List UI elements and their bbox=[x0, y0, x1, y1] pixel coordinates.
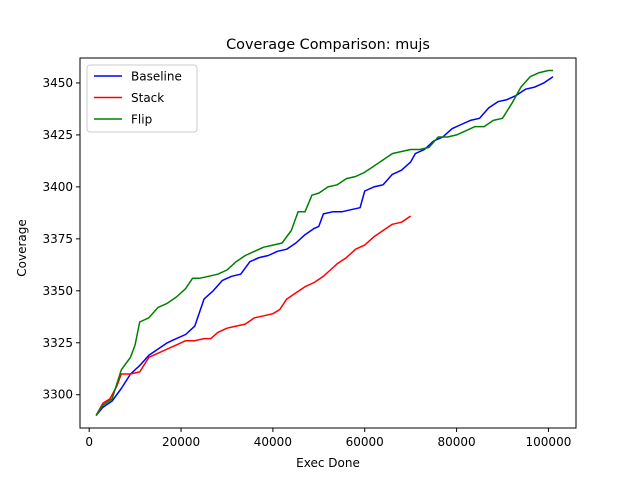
y-tick-label: 3350 bbox=[42, 284, 73, 298]
series-line-stack bbox=[95, 215, 412, 416]
axis-ticks: 0 20000 40000 60000 80000 100000 3300 3325 3350 3… bbox=[42, 76, 571, 449]
y-tick-label: 3325 bbox=[42, 336, 73, 350]
y-tick-label: 3375 bbox=[42, 232, 73, 246]
legend-label-baseline: Baseline bbox=[131, 70, 182, 84]
series-lines bbox=[95, 69, 554, 416]
x-tick-label: 0 bbox=[85, 435, 93, 449]
legend-label-flip: Flip bbox=[131, 113, 152, 127]
x-tick-label: 100000 bbox=[526, 435, 572, 449]
x-tick-label: 60000 bbox=[346, 435, 384, 449]
series-line-flip bbox=[95, 69, 553, 416]
x-axis-label: Exec Done bbox=[296, 456, 360, 470]
x-tick-label: 40000 bbox=[254, 435, 292, 449]
plot-frame bbox=[79, 57, 577, 429]
chart-title: Coverage Comparison: mujs bbox=[226, 37, 430, 53]
series-line-baseline bbox=[95, 76, 554, 416]
legend-label-stack: Stack bbox=[131, 91, 164, 105]
y-axis-label: Coverage bbox=[15, 219, 29, 277]
legend: Baseline Stack Flip bbox=[86, 64, 198, 133]
legend-box bbox=[86, 64, 198, 133]
y-tick-label: 3400 bbox=[42, 180, 73, 194]
x-tick-label: 20000 bbox=[162, 435, 200, 449]
x-tick-label: 80000 bbox=[437, 435, 475, 449]
y-tick-label: 3300 bbox=[42, 388, 73, 402]
y-tick-label: 3425 bbox=[42, 128, 73, 142]
y-tick-label: 3450 bbox=[42, 76, 73, 90]
